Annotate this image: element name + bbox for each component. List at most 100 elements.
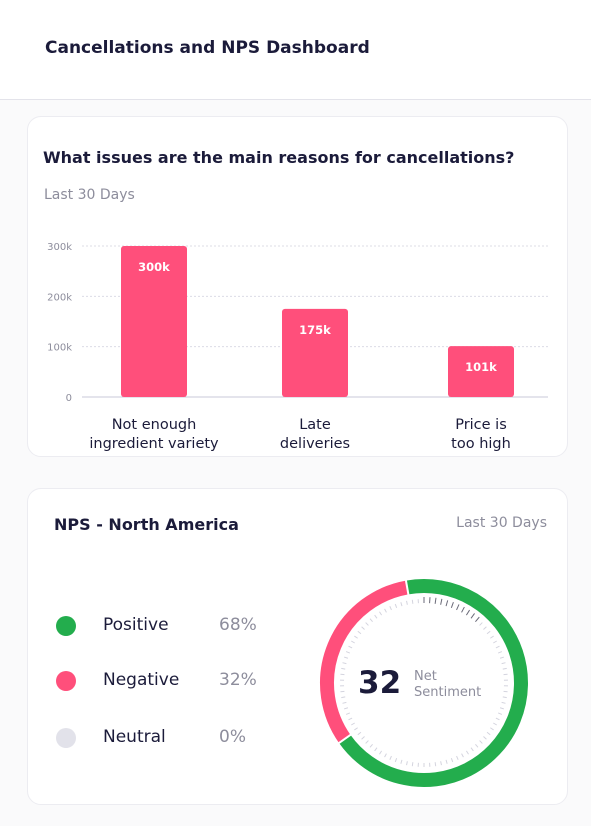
- x-category-label: deliveries: [280, 436, 350, 452]
- dial-tick: [499, 656, 505, 659]
- dial-tick: [479, 622, 483, 626]
- dial-tick: [354, 727, 358, 731]
- nps-card: NPS - North America Last 30 Days Positiv…: [27, 488, 568, 805]
- dial-tick: [445, 759, 448, 764]
- dial-tick: [345, 651, 351, 654]
- segment-divider: [404, 579, 410, 596]
- dial-tick: [343, 656, 349, 659]
- dial-tick: [486, 630, 491, 635]
- dial-tick: [384, 608, 387, 613]
- dial-tick: [479, 740, 483, 744]
- cancellations-card: What issues are the main reasons for can…: [27, 116, 568, 457]
- bar-data-label: 300k: [138, 260, 170, 274]
- x-category-label: Not enough: [112, 417, 197, 433]
- x-category-label: Late: [299, 417, 331, 433]
- dial-tick: [341, 667, 346, 670]
- dial-tick: [470, 747, 474, 752]
- dial-tick: [342, 662, 347, 665]
- cancellations-period: Last 30 Days: [44, 187, 135, 203]
- x-category-label: too high: [451, 436, 511, 452]
- cancellations-bar-chart: 0 100k 200k 300k 300k Not enough ingredient va…: [47, 242, 548, 452]
- dial-tick: [470, 613, 475, 619]
- dial-tick: [369, 743, 373, 748]
- nps-title: NPS - North America: [54, 515, 239, 534]
- dial-tick: [493, 640, 497, 644]
- segment-divider: [337, 733, 352, 745]
- nps-score: 32: [358, 665, 402, 701]
- page-title: Cancellations and NPS Dashboard: [45, 38, 370, 58]
- y-tick-label: 200k: [47, 292, 72, 303]
- dial-tick: [389, 755, 392, 760]
- legend-label: Positive: [103, 615, 169, 635]
- dial-tick: [348, 717, 353, 721]
- dial-tick: [351, 640, 355, 644]
- dial-tick: [486, 731, 491, 736]
- dial-tick: [406, 761, 408, 766]
- x-category-label: ingredient variety: [89, 436, 219, 452]
- dial-tick: [495, 645, 500, 649]
- dial-tick: [475, 743, 479, 748]
- dial-tick: [374, 747, 378, 752]
- dial-tick: [400, 602, 403, 607]
- legend-value: 68%: [219, 615, 257, 635]
- dial-tick: [354, 635, 358, 639]
- legend-value: 32%: [219, 670, 257, 690]
- dial-tick: [343, 707, 349, 710]
- dial-tick: [461, 606, 465, 613]
- dial-tick: [493, 722, 497, 726]
- dial-tick: [483, 626, 487, 630]
- dial-tick: [365, 740, 369, 744]
- positive-dot-icon: [56, 616, 76, 636]
- nps-donut-chart: [320, 579, 528, 787]
- dial-tick: [501, 701, 506, 704]
- bar-data-label: 101k: [465, 360, 497, 374]
- legend-item-positive: Positive 68%: [56, 614, 296, 638]
- dial-tick: [465, 750, 469, 755]
- legend-item-negative: Negative 32%: [56, 669, 296, 693]
- nps-score-label: Net Sentiment: [414, 669, 504, 701]
- dial-tick: [434, 762, 437, 767]
- dial-tick: [483, 736, 487, 740]
- legend-label: Negative: [103, 670, 180, 690]
- dial-tick: [456, 604, 460, 611]
- dial-tick: [445, 600, 449, 607]
- dial-tick: [440, 761, 442, 766]
- dial-tick: [450, 758, 454, 763]
- dial-tick: [461, 753, 464, 758]
- y-tick-label: 300k: [47, 242, 72, 253]
- dial-tick: [411, 599, 414, 604]
- dial-tick: [348, 645, 353, 649]
- dial-tick: [497, 651, 503, 654]
- dial-tick: [357, 731, 362, 736]
- y-tick-label: 0: [66, 393, 72, 404]
- page-header: Cancellations and NPS Dashboard: [0, 0, 591, 100]
- dial-tick: [361, 626, 365, 630]
- dial-tick: [499, 707, 505, 710]
- dial-tick: [495, 717, 500, 721]
- nps-score-label-line2: Sentiment: [414, 685, 482, 700]
- x-category-label: Price is: [455, 417, 507, 433]
- bar-data-label: 175k: [299, 323, 331, 337]
- dial-tick: [411, 762, 414, 767]
- dial-tick: [502, 696, 507, 699]
- neutral-dot-icon: [56, 728, 76, 748]
- dial-tick: [465, 609, 470, 616]
- dial-tick: [394, 603, 398, 608]
- donut-center: 32 Net Sentiment: [358, 665, 508, 705]
- dial-tick: [394, 758, 398, 763]
- dial-tick: [406, 600, 408, 605]
- dial-tick: [342, 701, 347, 704]
- dial-tick: [502, 667, 507, 670]
- bar: [448, 346, 514, 397]
- dial-tick: [497, 712, 503, 715]
- dial-tick: [434, 597, 437, 604]
- dial-tick: [501, 662, 506, 665]
- dial-tick: [369, 618, 373, 623]
- dial-tick: [400, 759, 403, 764]
- dial-tick: [365, 622, 369, 626]
- dial-tick: [379, 611, 383, 616]
- y-tick-label: 100k: [47, 343, 72, 354]
- negative-dot-icon: [56, 671, 76, 691]
- bar: [121, 246, 187, 397]
